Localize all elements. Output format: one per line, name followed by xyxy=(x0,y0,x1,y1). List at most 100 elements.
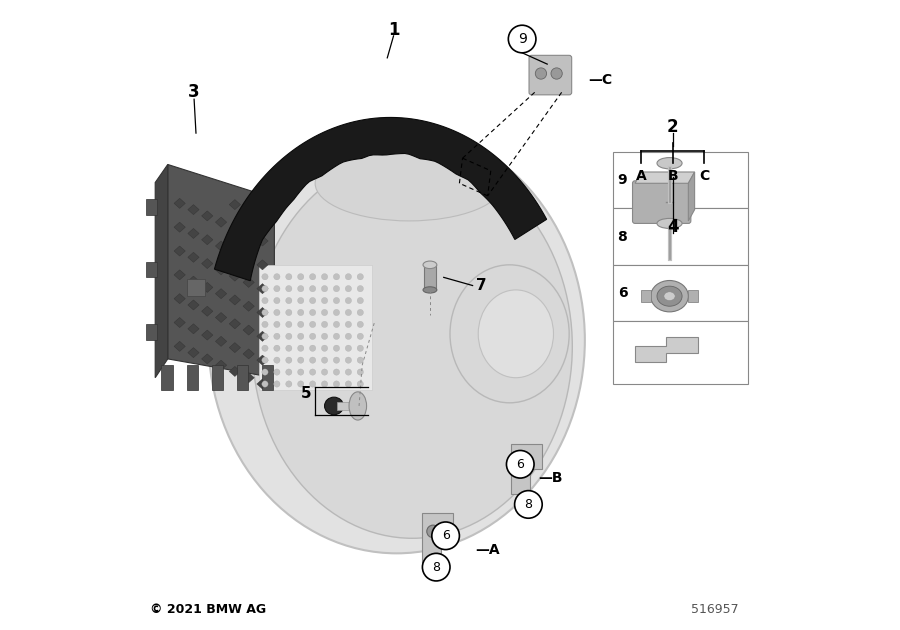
Circle shape xyxy=(321,369,328,375)
Circle shape xyxy=(333,333,339,340)
Circle shape xyxy=(346,297,352,304)
Circle shape xyxy=(333,309,339,316)
Bar xyxy=(212,365,223,390)
Polygon shape xyxy=(635,172,695,183)
Circle shape xyxy=(551,68,562,79)
Polygon shape xyxy=(155,164,167,378)
Polygon shape xyxy=(202,235,213,244)
Ellipse shape xyxy=(664,292,675,301)
Bar xyxy=(613,321,748,384)
Polygon shape xyxy=(188,348,199,358)
Circle shape xyxy=(357,321,364,328)
Circle shape xyxy=(321,297,328,304)
Circle shape xyxy=(274,357,280,364)
Circle shape xyxy=(310,285,316,292)
Circle shape xyxy=(298,285,304,292)
Polygon shape xyxy=(243,206,255,216)
Ellipse shape xyxy=(252,154,572,538)
Circle shape xyxy=(262,345,268,352)
Circle shape xyxy=(298,273,304,280)
Text: 6: 6 xyxy=(617,286,627,300)
Polygon shape xyxy=(256,379,268,389)
Circle shape xyxy=(432,522,459,549)
Polygon shape xyxy=(243,253,255,263)
Ellipse shape xyxy=(478,290,554,378)
Bar xyxy=(613,265,748,321)
Circle shape xyxy=(321,285,328,292)
Polygon shape xyxy=(230,200,240,210)
Polygon shape xyxy=(174,270,185,280)
Circle shape xyxy=(346,357,352,364)
Polygon shape xyxy=(688,172,695,221)
Circle shape xyxy=(310,309,316,316)
Circle shape xyxy=(262,381,268,387)
Text: 516957: 516957 xyxy=(691,604,739,616)
Ellipse shape xyxy=(657,158,682,169)
Polygon shape xyxy=(215,336,227,346)
Bar xyxy=(237,365,248,390)
Text: 9: 9 xyxy=(617,173,627,187)
Circle shape xyxy=(321,309,328,316)
Bar xyxy=(146,324,158,340)
Circle shape xyxy=(285,381,292,387)
Polygon shape xyxy=(256,331,268,341)
Polygon shape xyxy=(215,312,227,323)
Circle shape xyxy=(274,285,280,292)
Circle shape xyxy=(274,309,280,316)
Circle shape xyxy=(321,357,328,364)
Circle shape xyxy=(274,297,280,304)
FancyBboxPatch shape xyxy=(633,181,691,224)
Polygon shape xyxy=(256,236,268,246)
Text: B: B xyxy=(668,169,678,183)
Polygon shape xyxy=(202,306,213,316)
Polygon shape xyxy=(256,307,268,318)
Bar xyxy=(338,402,356,410)
Polygon shape xyxy=(174,341,185,352)
Circle shape xyxy=(298,369,304,375)
Polygon shape xyxy=(256,355,268,365)
Text: 6: 6 xyxy=(517,458,524,471)
Text: A: A xyxy=(636,169,647,183)
Circle shape xyxy=(310,297,316,304)
Circle shape xyxy=(298,297,304,304)
Circle shape xyxy=(346,369,352,375)
Polygon shape xyxy=(230,343,240,353)
Text: 8: 8 xyxy=(432,561,440,574)
Polygon shape xyxy=(214,117,546,281)
Circle shape xyxy=(285,285,292,292)
Ellipse shape xyxy=(209,127,585,553)
Polygon shape xyxy=(188,229,199,239)
Polygon shape xyxy=(174,246,185,256)
Ellipse shape xyxy=(325,397,344,415)
Circle shape xyxy=(262,357,268,364)
Polygon shape xyxy=(230,367,240,377)
Circle shape xyxy=(321,333,328,340)
Circle shape xyxy=(262,285,268,292)
Text: 8: 8 xyxy=(525,498,533,511)
Circle shape xyxy=(298,345,304,352)
Polygon shape xyxy=(202,258,213,268)
Ellipse shape xyxy=(423,287,436,293)
Ellipse shape xyxy=(651,280,688,312)
Bar xyxy=(146,199,158,215)
Circle shape xyxy=(333,357,339,364)
Circle shape xyxy=(357,345,364,352)
Circle shape xyxy=(321,273,328,280)
Polygon shape xyxy=(243,325,255,335)
Circle shape xyxy=(285,333,292,340)
Text: 1: 1 xyxy=(388,21,400,38)
Circle shape xyxy=(274,273,280,280)
Circle shape xyxy=(357,297,364,304)
Circle shape xyxy=(262,297,268,304)
Circle shape xyxy=(427,525,439,537)
Polygon shape xyxy=(188,276,199,286)
Bar xyxy=(186,365,198,390)
Bar xyxy=(641,290,651,302)
Circle shape xyxy=(321,321,328,328)
Polygon shape xyxy=(230,295,240,305)
Polygon shape xyxy=(511,444,542,494)
Ellipse shape xyxy=(450,265,569,403)
Text: —B: —B xyxy=(538,471,562,485)
Polygon shape xyxy=(256,212,268,222)
Polygon shape xyxy=(422,513,453,563)
